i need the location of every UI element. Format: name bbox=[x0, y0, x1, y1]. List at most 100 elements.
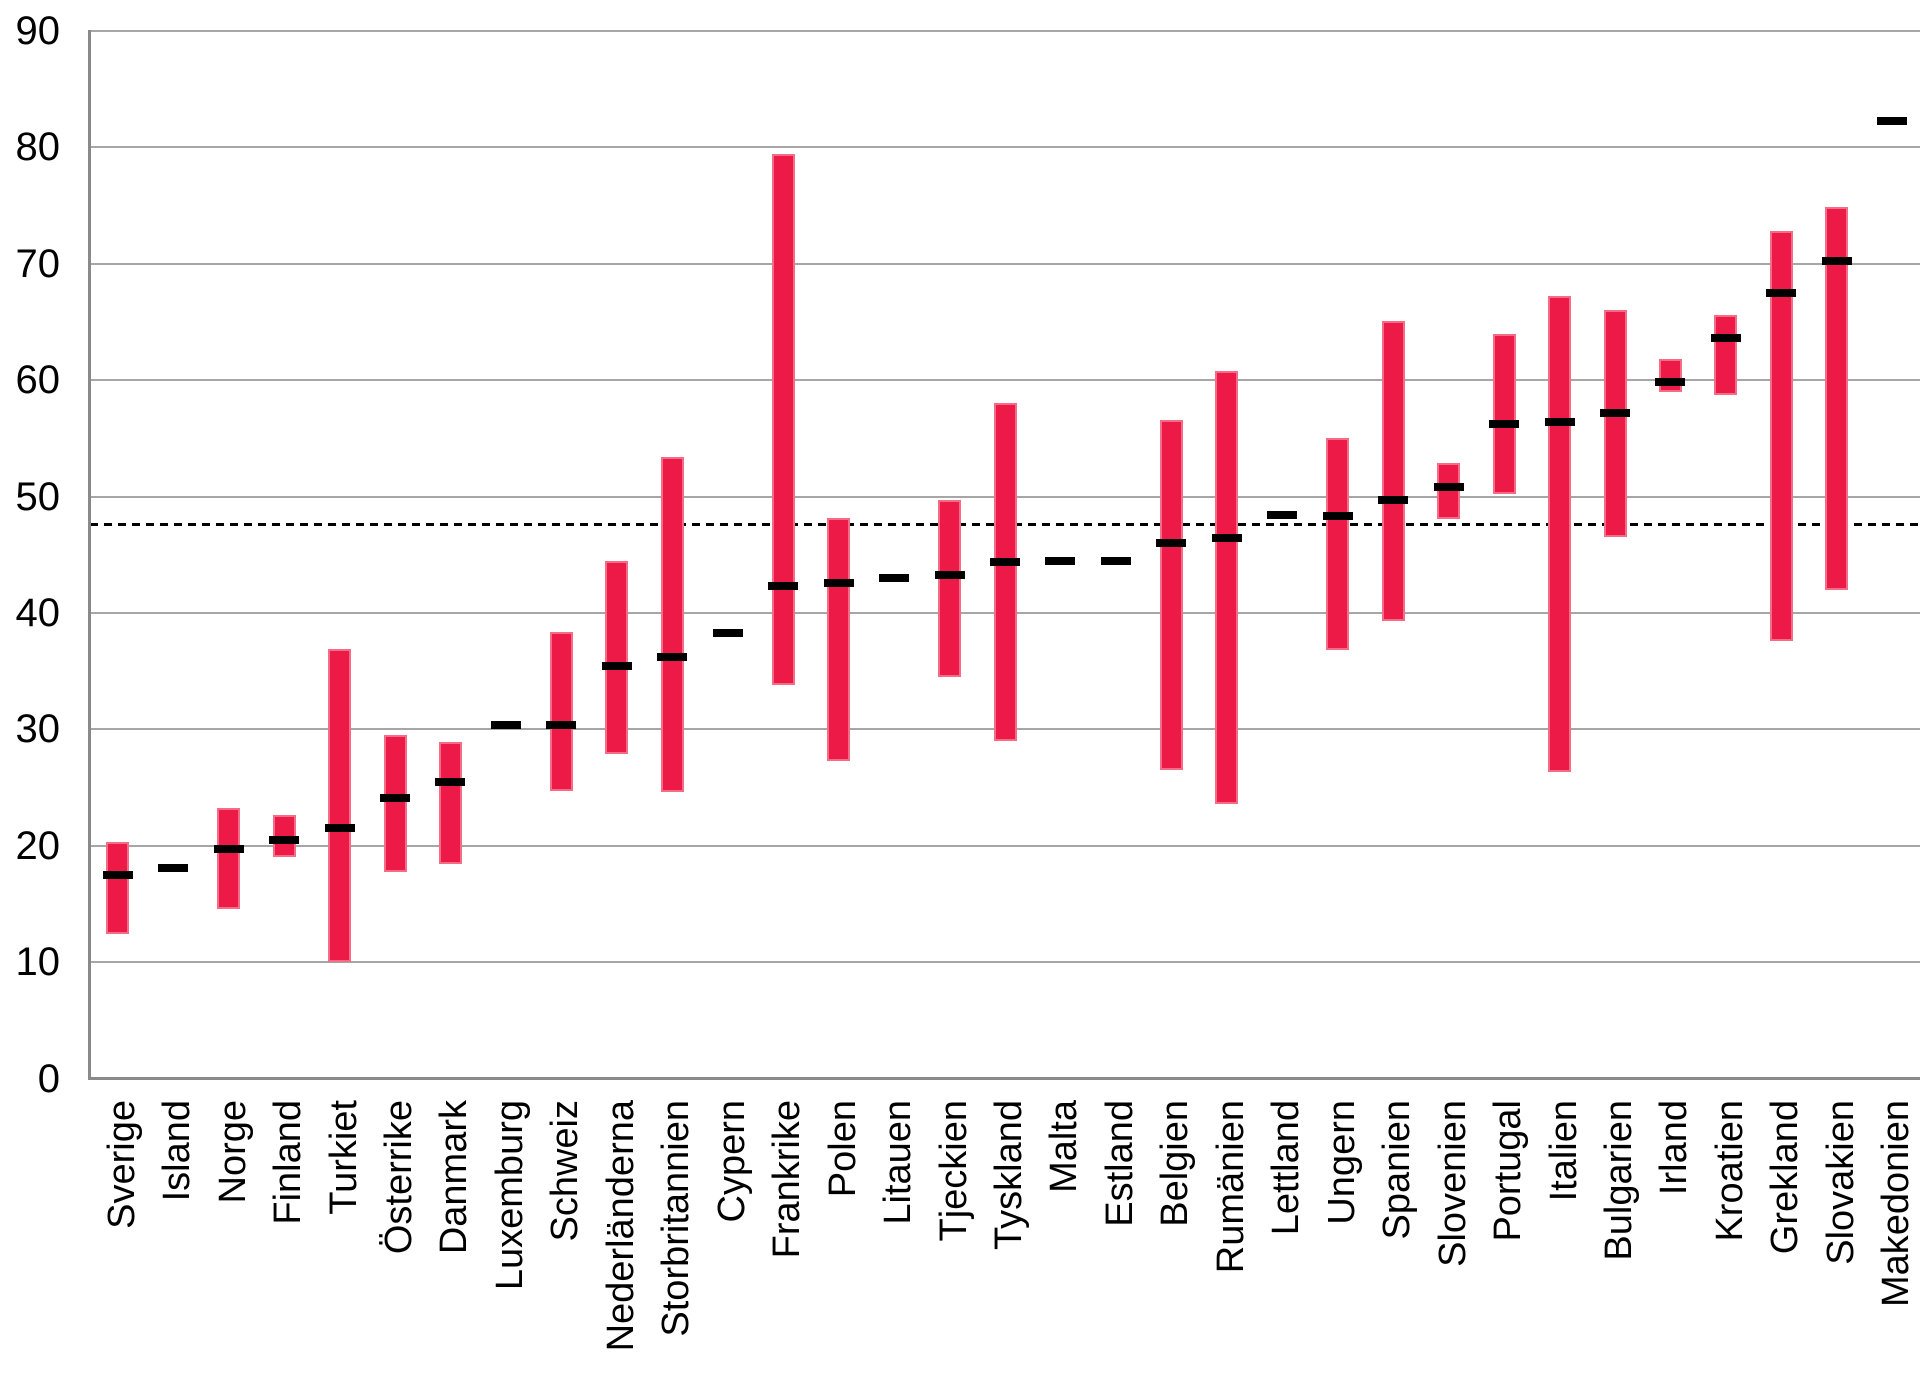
range-bar-sverige bbox=[106, 842, 130, 935]
x-axis-label-makedonien: Makedonien bbox=[1875, 1100, 1918, 1308]
gridline-60 bbox=[90, 379, 1920, 382]
x-axis-label-norge: Norge bbox=[211, 1100, 254, 1204]
range-bar-frankrike bbox=[771, 154, 795, 686]
x-axis-label-island: Island bbox=[156, 1100, 199, 1202]
x-axis-label-rumänien: Rumänien bbox=[1209, 1100, 1252, 1274]
x-axis-line bbox=[88, 1077, 1920, 1080]
x-axis-label-grekland: Grekland bbox=[1764, 1100, 1807, 1255]
point-dash-slovenien bbox=[1433, 483, 1464, 492]
y-tick-label-80: 80 bbox=[15, 125, 61, 170]
point-dash-bulgarien bbox=[1600, 408, 1630, 417]
gridline-90 bbox=[90, 29, 1920, 32]
point-dash-irland bbox=[1655, 378, 1686, 387]
range-bar-turkiet bbox=[328, 649, 352, 963]
point-dash-island bbox=[158, 863, 189, 872]
x-axis-label-slovenien: Slovenien bbox=[1431, 1100, 1474, 1267]
point-dash-lettland bbox=[1267, 511, 1298, 520]
x-axis-label-tyskland: Tyskland bbox=[988, 1100, 1030, 1250]
x-axis-label-cypern: Cypern bbox=[710, 1100, 753, 1223]
y-tick-label-40: 40 bbox=[15, 590, 61, 635]
range-bar-ungern bbox=[1326, 438, 1350, 651]
y-tick-label-30: 30 bbox=[15, 707, 61, 752]
range-bar-danmark bbox=[438, 742, 462, 865]
point-dash-tyskland bbox=[990, 557, 1020, 566]
range-bar-slovakien bbox=[1825, 206, 1849, 590]
x-axis-label-italien: Italien bbox=[1542, 1100, 1585, 1202]
y-tick-label-70: 70 bbox=[15, 241, 61, 286]
range-bar-italien bbox=[1548, 296, 1572, 773]
point-dash-rumänien bbox=[1211, 534, 1242, 543]
point-dash-luxemburg bbox=[490, 720, 521, 729]
range-bar-österrike bbox=[383, 735, 407, 873]
gridline-80 bbox=[90, 146, 1920, 149]
point-dash-estland bbox=[1100, 556, 1131, 565]
x-axis-label-nederländerna: Nederländerna bbox=[599, 1100, 642, 1352]
gridline-70 bbox=[90, 262, 1920, 265]
range-bar-norge bbox=[217, 808, 241, 909]
gridline-10 bbox=[90, 961, 1920, 964]
point-dash-portugal bbox=[1489, 420, 1520, 429]
range-bar-irland bbox=[1658, 359, 1682, 392]
point-dash-sverige bbox=[102, 870, 133, 879]
x-axis-label-tjeckien: Tjeckien bbox=[932, 1100, 975, 1242]
x-axis-label-frankrike: Frankrike bbox=[766, 1100, 809, 1259]
y-tick-label-10: 10 bbox=[15, 940, 61, 985]
range-bar-schweiz bbox=[549, 631, 573, 791]
y-tick-label-60: 60 bbox=[15, 358, 61, 403]
point-dash-österrike bbox=[380, 794, 410, 802]
x-axis-label-litauen: Litauen bbox=[877, 1100, 920, 1225]
point-dash-malta bbox=[1045, 556, 1076, 565]
point-dash-tjeckien bbox=[934, 570, 965, 579]
y-tick-label-20: 20 bbox=[15, 823, 61, 868]
point-dash-ungern bbox=[1322, 512, 1353, 521]
point-dash-makedonien bbox=[1877, 116, 1908, 125]
x-axis-label-irland: Irland bbox=[1653, 1100, 1696, 1196]
point-dash-kroatien bbox=[1710, 334, 1741, 343]
point-dash-belgien bbox=[1156, 539, 1187, 548]
point-dash-nederländerna bbox=[601, 662, 632, 671]
range-bar-storbritannien bbox=[660, 456, 684, 793]
y-tick-label-90: 90 bbox=[15, 8, 61, 53]
range-bar-grekland bbox=[1769, 231, 1793, 641]
point-dash-litauen bbox=[879, 574, 910, 583]
gridline-20 bbox=[90, 844, 1920, 847]
x-axis-label-storbritannien: Storbritannien bbox=[655, 1100, 698, 1337]
x-axis-label-turkiet: Turkiet bbox=[322, 1100, 365, 1215]
x-axis-label-österrike: Österrike bbox=[378, 1100, 420, 1255]
x-axis-label-slovakien: Slovakien bbox=[1819, 1100, 1862, 1265]
x-axis-label-estland: Estland bbox=[1098, 1100, 1141, 1227]
x-axis-label-ungern: Ungern bbox=[1320, 1100, 1363, 1225]
range-bar-rumänien bbox=[1215, 370, 1239, 804]
y-axis-line bbox=[88, 29, 91, 1081]
x-axis-label-polen: Polen bbox=[821, 1100, 864, 1198]
point-dash-turkiet bbox=[324, 824, 355, 833]
range-bar-polen bbox=[827, 517, 851, 761]
point-dash-cypern bbox=[712, 628, 743, 637]
x-axis-label-luxemburg: Luxemburg bbox=[488, 1100, 531, 1291]
range-bar-nederländerna bbox=[605, 560, 629, 754]
x-axis-label-bulgarien: Bulgarien bbox=[1598, 1100, 1640, 1261]
point-dash-slovakien bbox=[1821, 257, 1852, 266]
point-dash-storbritannien bbox=[657, 653, 688, 662]
range-bar-spanien bbox=[1381, 320, 1405, 622]
range-bar-tjeckien bbox=[938, 500, 962, 677]
x-axis-label-sverige: Sverige bbox=[100, 1100, 143, 1229]
point-dash-frankrike bbox=[768, 582, 799, 591]
point-dash-grekland bbox=[1766, 288, 1797, 297]
x-axis-label-lettland: Lettland bbox=[1265, 1100, 1308, 1236]
range-bar-portugal bbox=[1492, 333, 1516, 495]
range-bar-belgien bbox=[1159, 419, 1183, 771]
x-axis-label-finland: Finland bbox=[267, 1100, 310, 1225]
range-bar-kroatien bbox=[1714, 314, 1738, 396]
x-axis-label-belgien: Belgien bbox=[1154, 1100, 1197, 1227]
point-dash-italien bbox=[1544, 418, 1575, 427]
point-dash-norge bbox=[213, 845, 244, 854]
range-bar-tyskland bbox=[993, 403, 1017, 741]
point-dash-polen bbox=[823, 578, 854, 587]
point-dash-spanien bbox=[1378, 496, 1409, 505]
point-dash-finland bbox=[269, 835, 300, 844]
point-dash-schweiz bbox=[546, 720, 577, 729]
x-axis-label-portugal: Portugal bbox=[1487, 1100, 1530, 1242]
x-axis-label-spanien: Spanien bbox=[1376, 1100, 1419, 1240]
